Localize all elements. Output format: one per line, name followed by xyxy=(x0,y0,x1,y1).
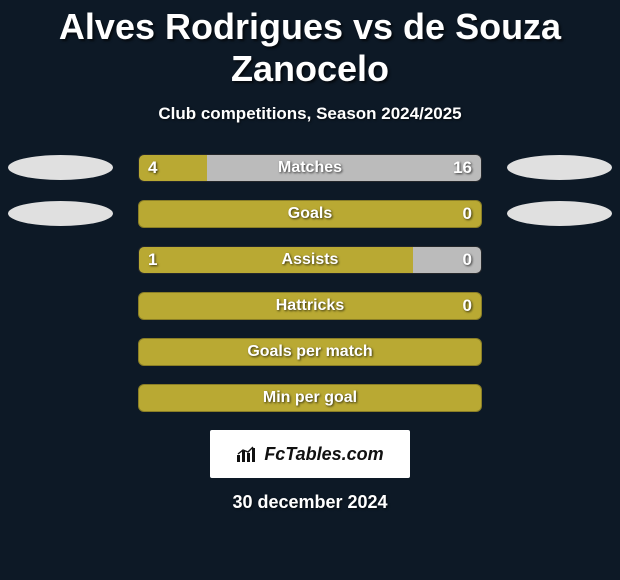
bar-track xyxy=(138,154,482,182)
stat-row-hattricks: Hattricks0 xyxy=(0,292,620,320)
stat-row-mpg: Min per goal xyxy=(0,384,620,412)
stat-value-left: 1 xyxy=(148,246,157,274)
stat-value-right: 0 xyxy=(463,246,472,274)
comparison-chart: Matches416Goals0Assists10Hattricks0Goals… xyxy=(0,154,620,412)
stat-value-right: 0 xyxy=(463,200,472,228)
chart-bars-icon xyxy=(236,445,260,463)
bar-track xyxy=(138,384,482,412)
bar-track xyxy=(138,292,482,320)
watermark-text: FcTables.com xyxy=(264,444,383,465)
stat-value-right: 0 xyxy=(463,292,472,320)
bar-track xyxy=(138,246,482,274)
player-left-avatar xyxy=(8,155,113,180)
bar-track xyxy=(138,200,482,228)
player-right-avatar xyxy=(507,155,612,180)
stat-row-gpm: Goals per match xyxy=(0,338,620,366)
stat-row-goals: Goals0 xyxy=(0,200,620,228)
page-title: Alves Rodrigues vs de Souza Zanocelo xyxy=(0,0,620,90)
date-text: 30 december 2024 xyxy=(0,492,620,513)
stat-value-left: 4 xyxy=(148,154,157,182)
player-left-avatar xyxy=(8,201,113,226)
bar-fill-right xyxy=(207,155,481,181)
stat-row-assists: Assists10 xyxy=(0,246,620,274)
stat-value-right: 16 xyxy=(453,154,472,182)
bar-track xyxy=(138,338,482,366)
watermark-box: FcTables.com xyxy=(210,430,410,478)
player-right-avatar xyxy=(507,201,612,226)
stat-row-matches: Matches416 xyxy=(0,154,620,182)
bar-fill-left xyxy=(139,247,413,273)
page-subtitle: Club competitions, Season 2024/2025 xyxy=(0,104,620,124)
